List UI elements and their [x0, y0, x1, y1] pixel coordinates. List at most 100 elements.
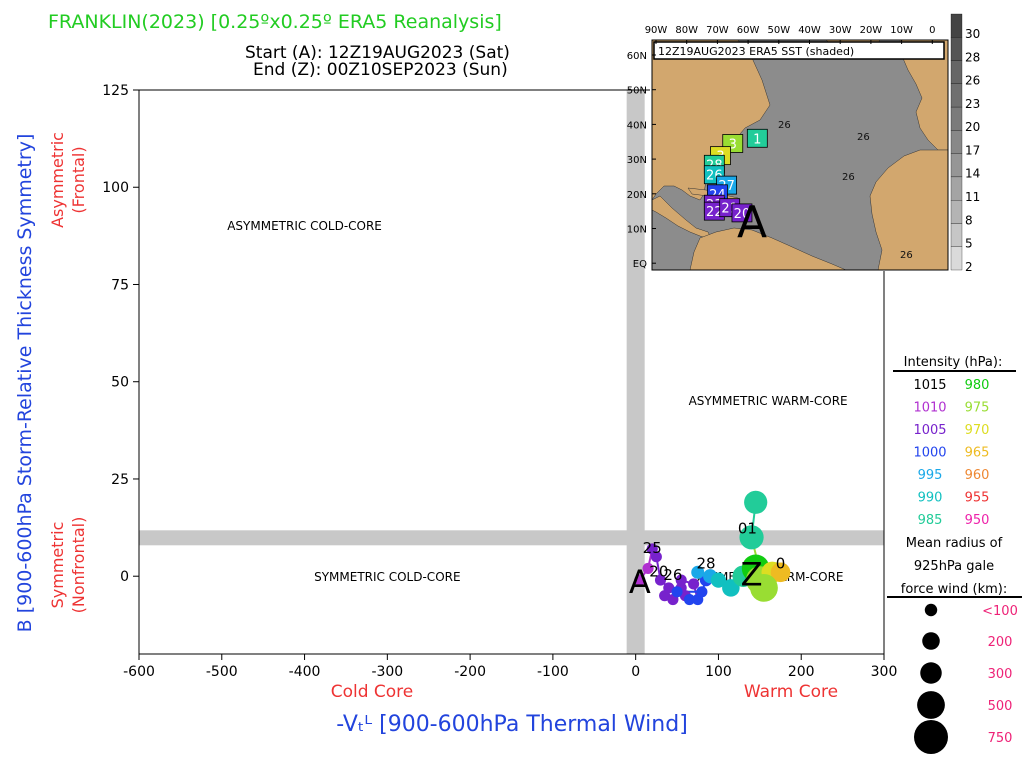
colorbar-segment [950, 153, 963, 178]
radius-legend-label: 200 [988, 635, 1013, 650]
land-south-america [689, 227, 847, 271]
intensity-legend-item: 965 [965, 446, 990, 461]
quadrant-label-asymmetric-cold: ASYMMETRIC COLD-CORE [227, 219, 382, 233]
map-latitude-label: 20N [627, 190, 647, 201]
intensity-legend-item: 1005 [913, 423, 946, 438]
data-point [722, 579, 740, 597]
map-track-label: 3 [729, 137, 737, 152]
colorbar-label: 14 [965, 167, 980, 181]
map-longitude-label: 50W [767, 25, 790, 36]
radius-legend-circle [920, 662, 942, 684]
radius-legend-label: <100 [982, 604, 1018, 619]
intensity-legend-item: 995 [918, 468, 943, 483]
y-tick-label: 125 [102, 83, 129, 99]
quadrant-label-symmetric-cold: SYMMETRIC COLD-CORE [314, 570, 460, 584]
map-longitude-label: 20W [860, 25, 883, 36]
point-label: 20 [649, 562, 668, 580]
radius-legend-circle [924, 603, 938, 617]
colorbar-label: 30 [965, 27, 980, 41]
x-tick-label: 100 [705, 664, 732, 680]
radius-legend-circle [917, 691, 945, 719]
point-label: Z [741, 555, 763, 593]
map-latitude-label: EQ [633, 259, 647, 270]
intensity-legend-item: 960 [965, 468, 990, 483]
map-start-marker: A [737, 197, 767, 248]
x-tick-label: 0 [631, 664, 640, 680]
horizontal-threshold-band [139, 530, 884, 546]
map-title-box [653, 41, 945, 60]
intensity-legend-item: 970 [965, 423, 990, 438]
intensity-legend-item: 1010 [913, 401, 946, 416]
map-longitude-label: 70W [706, 25, 729, 36]
radius-legend-title-2: 925hPa gale [914, 559, 994, 574]
colorbar-segment [950, 130, 963, 154]
y-tick-label: 75 [111, 277, 129, 293]
data-point [675, 574, 687, 586]
radius-legend-label: 500 [988, 699, 1013, 714]
start-time: Start (A): 12Z19AUG2023 (Sat) [245, 43, 510, 63]
colorbar-label: 17 [965, 143, 980, 157]
map-latitude-label: 10N [627, 225, 647, 236]
y-tick-label: 50 [111, 375, 129, 391]
intensity-legend: Intensity (hPa): 1015 1010 1005 1000 995 990 9… [887, 355, 1022, 754]
colorbar-label: 5 [965, 237, 973, 251]
point-label: 0 [776, 555, 786, 573]
map-track-label: 22 [706, 205, 723, 220]
map-longitude-label: 0 [929, 25, 935, 36]
radius-legend-title-3: force wind (km): [901, 582, 1007, 597]
colorbar-segment [950, 13, 963, 38]
data-point [696, 586, 708, 598]
y-sublabel-asym-1: Asymmetric [48, 132, 67, 228]
radius-legend-label: 750 [988, 731, 1013, 746]
data-point [659, 590, 671, 602]
x-tick-label: -100 [537, 664, 569, 680]
colorbar-segment [950, 37, 963, 61]
point-label: 25 [643, 539, 662, 557]
contour-label: 26 [842, 172, 855, 183]
y-tick-label: 25 [111, 472, 129, 488]
colorbar-segment [950, 176, 963, 201]
colorbar-segment [950, 83, 963, 108]
colorbar-label: 28 [965, 50, 980, 64]
colorbar-label: 23 [965, 97, 980, 111]
colorbar-label: 11 [965, 190, 980, 204]
colorbar-segment [950, 223, 963, 247]
x-tick-label: -500 [206, 664, 238, 680]
x-sublabel-cold: Cold Core [331, 682, 414, 702]
inset-map: 12Z19AUG2023 ERA5 SST (shaded) 26 26 26 … [627, 13, 980, 274]
map-track-marker [731, 203, 753, 223]
point-label: 26 [663, 566, 682, 584]
radius-legend-circle [914, 720, 948, 754]
x-tick-label: 200 [788, 664, 815, 680]
radius-legend-label: 300 [988, 667, 1013, 682]
chart-title: FRANKLIN(2023) [0.25ºx0.25º ERA5 Reanaly… [48, 11, 502, 33]
intensity-legend-title: Intensity (hPa): [904, 355, 1003, 370]
intensity-legend-item: 985 [918, 513, 943, 528]
map-title: 12Z19AUG2023 ERA5 SST (shaded) [658, 45, 854, 58]
data-point [634, 574, 646, 586]
colorbar-segment [950, 60, 963, 84]
intensity-legend-item: 950 [965, 513, 990, 528]
end-time: End (Z): 00Z10SEP2023 (Sun) [253, 60, 508, 80]
point-label: A [629, 563, 651, 601]
map-longitude-label: 90W [645, 25, 668, 36]
map-longitude-label: 60W [737, 25, 760, 36]
colorbar-label: 8 [965, 213, 973, 227]
y-tick-label: 100 [102, 180, 129, 196]
intensity-legend-item: 980 [965, 378, 990, 393]
contour-label: 26 [900, 250, 913, 261]
data-point [739, 525, 764, 550]
y-sublabel-sym-1: Symmetric [48, 522, 67, 609]
colorbar-label: 2 [965, 260, 973, 274]
colorbar-segment [950, 246, 963, 271]
x-axis-title: -Vₜᴸ [900-600hPa Thermal Wind] [336, 712, 688, 737]
map-track-marker [746, 128, 768, 148]
data-point [691, 565, 705, 579]
contour-label: 26 [778, 120, 791, 131]
x-tick-label: -600 [123, 664, 155, 680]
radius-legend-circle [922, 632, 940, 650]
intensity-legend-item: 1000 [913, 446, 946, 461]
x-tick-label: -300 [371, 664, 403, 680]
data-point [683, 593, 696, 606]
